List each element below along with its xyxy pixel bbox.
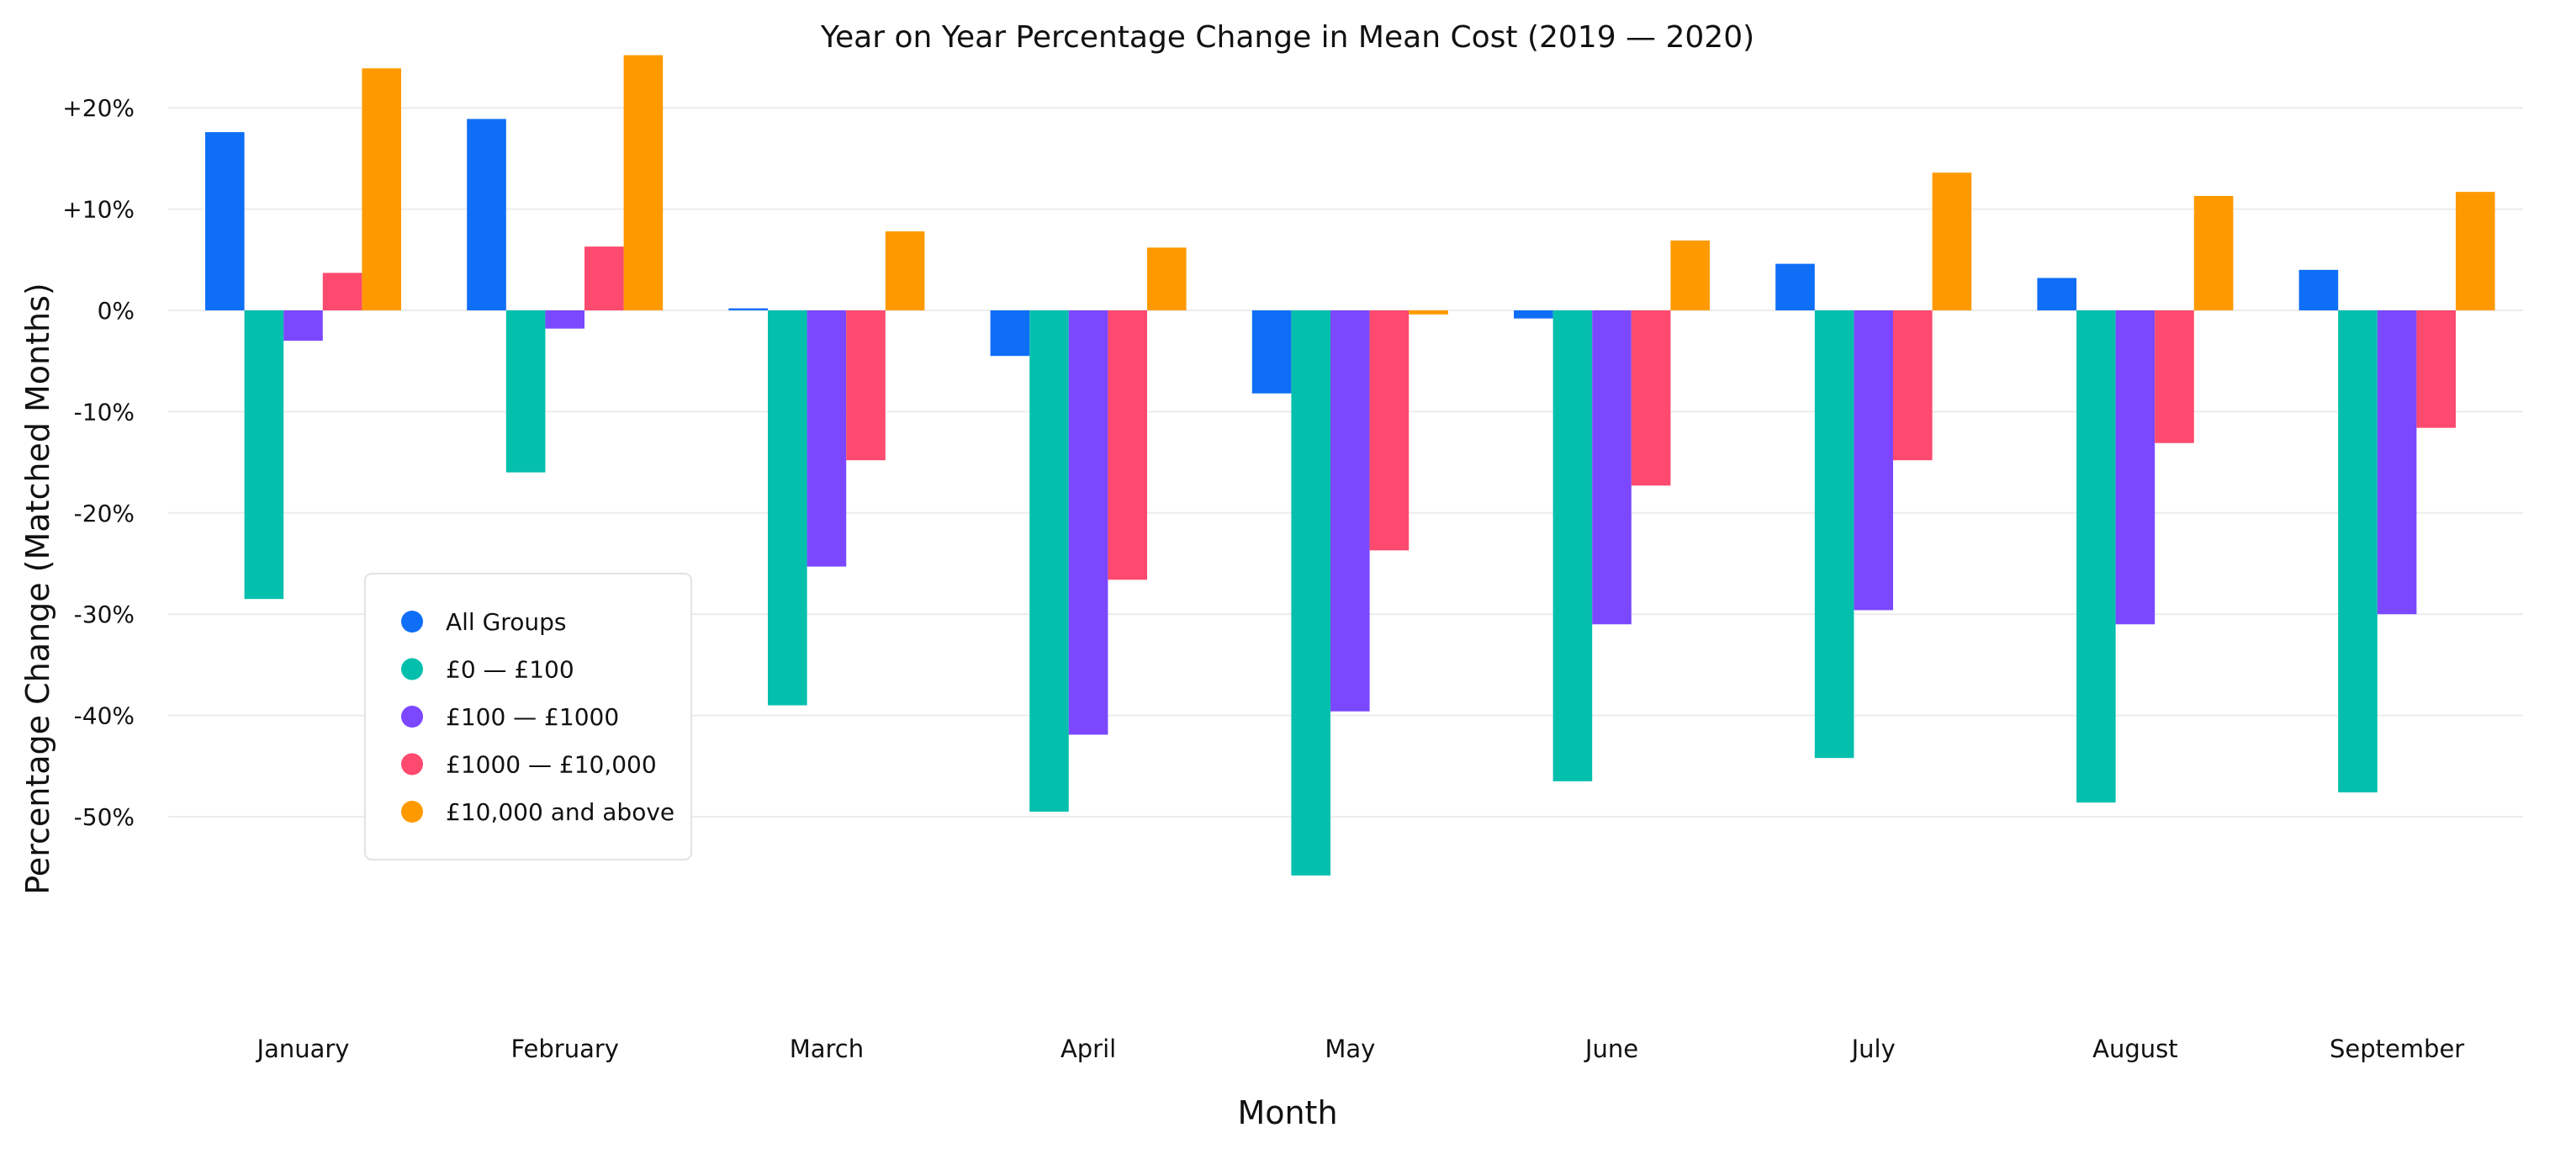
bar xyxy=(1029,310,1069,812)
y-tick-label: 0% xyxy=(98,297,135,325)
legend: All Groups £0 — £100 £100 — £1000 £1000 — £… xyxy=(364,573,692,860)
bar xyxy=(2193,195,2234,310)
y-tick-labels: +20% +10% 0% -10% -20% -30% -40% -50% xyxy=(62,94,135,831)
bar xyxy=(846,310,886,461)
y-tick-label: -50% xyxy=(74,803,135,831)
bar xyxy=(467,119,506,310)
bar xyxy=(885,231,925,310)
bar xyxy=(2155,310,2194,443)
bar xyxy=(1932,172,1972,310)
legend-label: £1000 — £10,000 xyxy=(446,751,657,779)
bar xyxy=(2416,310,2456,428)
bar xyxy=(1854,310,1893,611)
bar xyxy=(1147,247,1187,310)
x-tick-label: January xyxy=(256,1035,350,1063)
x-tick-label: March xyxy=(790,1035,864,1063)
legend-label: £100 — £1000 xyxy=(446,703,619,731)
legend-items: All Groups £0 — £100 £100 — £1000 £1000 — £… xyxy=(401,608,674,826)
bar xyxy=(623,55,664,310)
y-tick-label: +10% xyxy=(62,196,135,224)
y-axis-title: Percentage Change (Matched Months) xyxy=(19,283,56,895)
bar xyxy=(505,310,546,473)
bar xyxy=(1514,310,1553,319)
bar xyxy=(584,246,624,310)
legend-swatch xyxy=(401,753,423,776)
x-tick-label: August xyxy=(2092,1035,2178,1063)
y-tick-label: -40% xyxy=(74,702,135,730)
x-tick-label: April xyxy=(1061,1035,1116,1063)
bar xyxy=(990,310,1030,357)
bars xyxy=(205,55,2495,876)
legend-swatch xyxy=(401,706,423,728)
x-tick-label: May xyxy=(1325,1035,1375,1063)
bar xyxy=(244,310,284,600)
bar xyxy=(1068,310,1108,735)
x-tick-label: July xyxy=(1850,1035,1896,1063)
bar xyxy=(1552,310,1593,781)
bar xyxy=(807,310,847,567)
legend-label: £0 — £100 xyxy=(446,656,574,684)
bar xyxy=(2338,310,2378,793)
legend-swatch xyxy=(401,611,423,633)
legend-box xyxy=(364,573,692,860)
bar xyxy=(1592,310,1632,625)
bar xyxy=(283,310,323,341)
bar xyxy=(1291,310,1330,876)
bar xyxy=(2298,269,2339,310)
bar xyxy=(728,308,768,310)
bar xyxy=(1409,310,1448,315)
bar xyxy=(1893,310,1933,461)
bar xyxy=(1108,310,1147,580)
legend-swatch xyxy=(401,658,423,680)
bar xyxy=(1670,240,1710,310)
bar xyxy=(1369,310,1410,551)
bar xyxy=(322,273,362,310)
x-tick-labels: January February March April May June July Augu… xyxy=(256,1035,2465,1063)
x-tick-label: September xyxy=(2330,1035,2464,1063)
y-tick-label: -10% xyxy=(74,398,135,426)
x-tick-label: February xyxy=(510,1035,619,1063)
bar xyxy=(205,132,245,310)
bar xyxy=(2076,310,2116,803)
chart-title: Year on Year Percentage Change in Mean C… xyxy=(820,20,1754,55)
bar xyxy=(2456,192,2495,310)
y-tick-label: -30% xyxy=(74,601,135,628)
bar xyxy=(2115,310,2155,625)
bar xyxy=(1330,310,1370,712)
bar xyxy=(2377,310,2417,615)
bar xyxy=(545,310,584,329)
x-axis-title: Month xyxy=(1237,1094,1337,1131)
legend-swatch xyxy=(401,801,423,823)
y-tick-label: +20% xyxy=(62,94,135,122)
bar xyxy=(2037,278,2076,310)
y-tick-label: -20% xyxy=(74,500,135,527)
bar xyxy=(1814,310,1854,759)
x-tick-label: June xyxy=(1584,1035,1638,1063)
legend-label: All Groups xyxy=(446,608,566,636)
bar xyxy=(362,68,401,310)
bar xyxy=(768,310,807,706)
bar xyxy=(1775,263,1815,310)
legend-label: £10,000 and above xyxy=(446,798,674,826)
bar xyxy=(1631,310,1671,486)
bar xyxy=(1251,310,1292,394)
